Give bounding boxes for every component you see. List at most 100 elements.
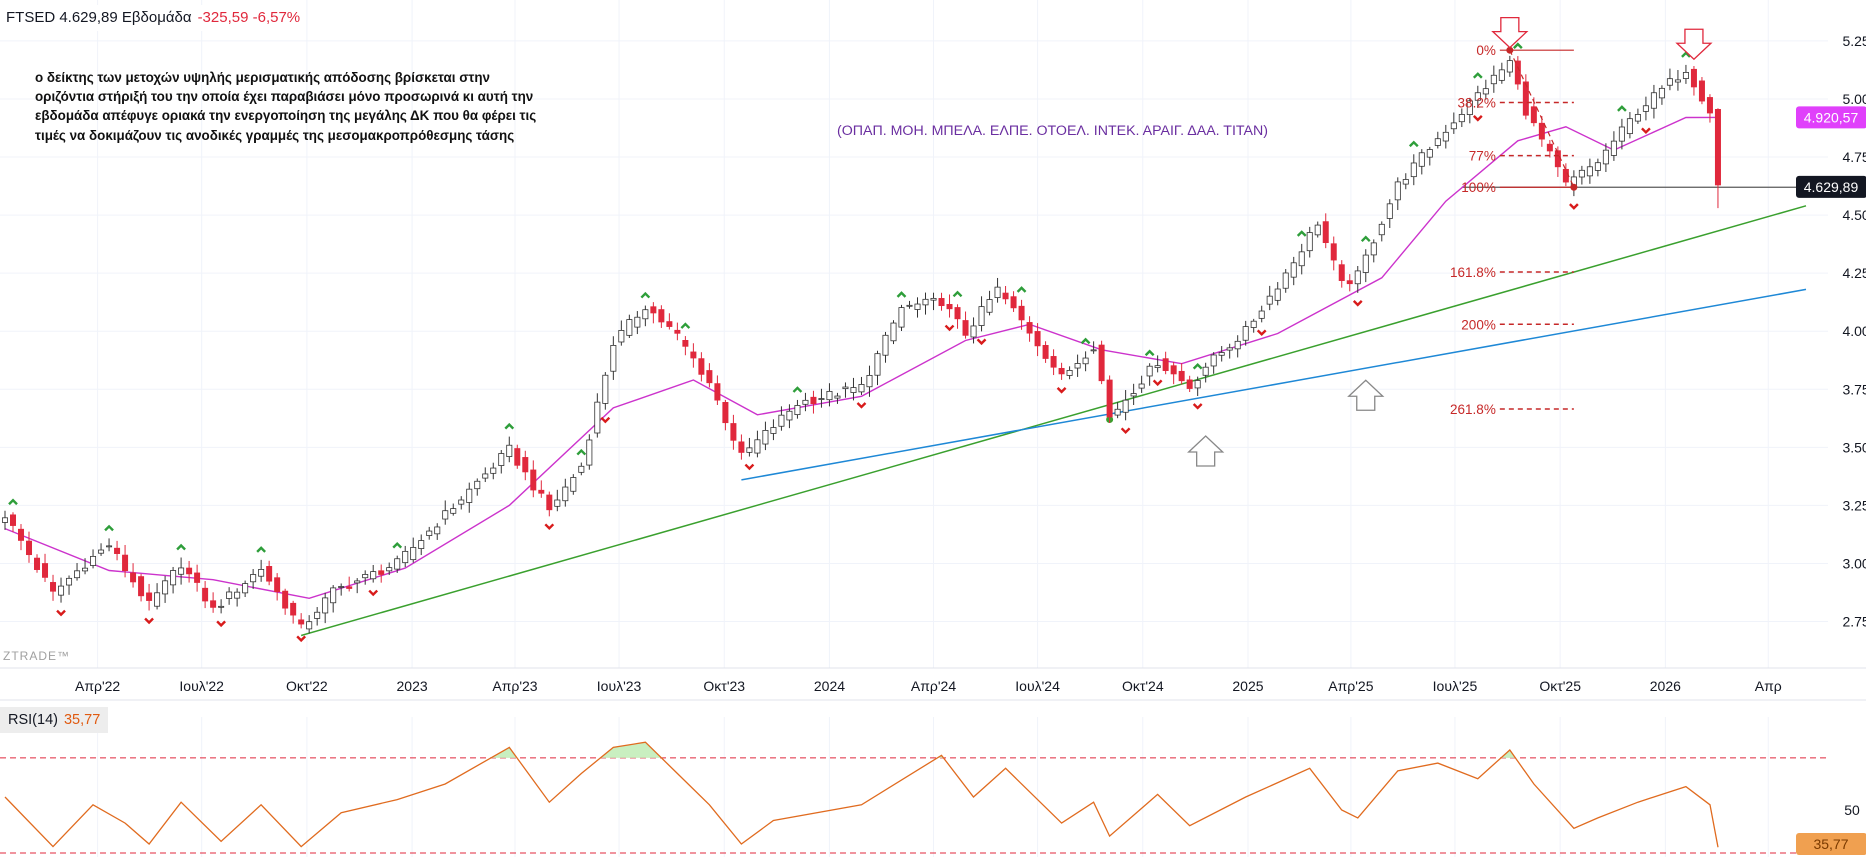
candle-body [1338,264,1345,281]
candle-body [346,586,353,589]
candle [1394,177,1401,211]
candle [570,474,577,495]
rsi-line [4,741,1719,848]
candle [1042,341,1049,363]
candle [1146,363,1153,386]
candle-body [42,563,49,578]
candle-body [1282,272,1289,289]
candle [898,304,905,331]
candle-body [1130,393,1137,397]
candle-body [226,591,233,599]
candle [890,320,897,345]
candle [1162,351,1169,375]
candle-body [1514,60,1521,85]
candle-body [154,592,161,607]
candle-body [698,358,705,375]
candle [154,583,161,610]
candle [554,489,561,512]
symbol-header[interactable]: FTSED 4.629,89 Εβδομάδα -325,59 -6,57% [0,5,307,31]
candle [658,305,665,328]
symbol-line: FTSED 4.629,89 Εβδομάδα [6,9,192,26]
candle-body [450,508,457,514]
candle-body [1250,320,1257,328]
candle [530,460,537,498]
candle [794,399,801,419]
candle [98,543,105,556]
time-tick-label: Ιουλ'22 [179,678,224,694]
candle-body [570,477,577,492]
candle-body [1530,106,1537,124]
candle-body [186,567,193,575]
candle [26,531,33,563]
time-tick-label: Απρ'24 [911,678,956,694]
green-trendline [300,205,1807,637]
candle [338,583,345,596]
candle-body [114,547,121,554]
rsi-legend[interactable]: RSI(14) 35,77 [0,707,109,733]
fractal-high-marker [952,290,963,298]
candle [322,592,329,624]
candle-body [266,566,273,582]
candle [626,314,633,339]
candle-body [906,304,913,307]
trendlines [300,186,1807,637]
candle-body [58,585,65,596]
fib-level-label: 0% [1476,43,1496,58]
candle-body [386,567,393,572]
price-tick-label: 5.250 [1842,33,1866,49]
candle [954,304,961,329]
candle-body [26,540,33,556]
candle-body [402,550,409,564]
candle [1338,260,1345,288]
candle [778,406,785,431]
time-tick-label: 2023 [397,678,428,694]
candle-body [1594,162,1601,171]
candle-body [1474,92,1481,101]
candle-body [1202,366,1209,376]
fractal-markers [8,42,1691,643]
candle [978,296,985,332]
candle [1434,131,1441,149]
candle-body [1298,251,1305,267]
rsi-overbought-fill [600,742,662,758]
time-tick-label: Οκτ'22 [286,678,328,694]
candle-body [1578,169,1585,178]
candle [970,317,977,344]
candle [442,500,449,525]
fractal-high-marker [1681,51,1691,58]
candle [562,478,569,507]
candle-body [738,441,745,453]
candle-body [522,457,529,473]
fractal-low-marker [744,463,755,471]
candle [1714,108,1721,209]
candle [1698,77,1705,105]
candle [938,292,945,311]
candle [42,553,49,582]
price-tick-label: 5.000 [1842,91,1866,107]
fractal-high-marker [1617,105,1627,112]
candle-body [858,384,865,393]
candle [1234,335,1241,358]
candle [210,592,217,613]
candle-body [1234,340,1241,350]
candle-body [82,567,89,572]
candle-body [1386,203,1393,219]
candle-body [938,298,945,307]
candle-body [1322,221,1329,244]
candle [146,583,153,611]
candle-body [1082,357,1089,365]
fractal-high-marker [1080,337,1091,345]
candle [770,419,777,441]
candle-body [1402,179,1409,185]
candle [1274,282,1281,306]
candle [738,434,745,460]
candle [1050,349,1057,376]
candle-body [1042,345,1049,359]
candle-body [794,405,801,416]
candle [282,588,289,615]
candle [666,313,673,330]
fractal-low-marker [1120,427,1131,435]
candle [354,578,361,594]
